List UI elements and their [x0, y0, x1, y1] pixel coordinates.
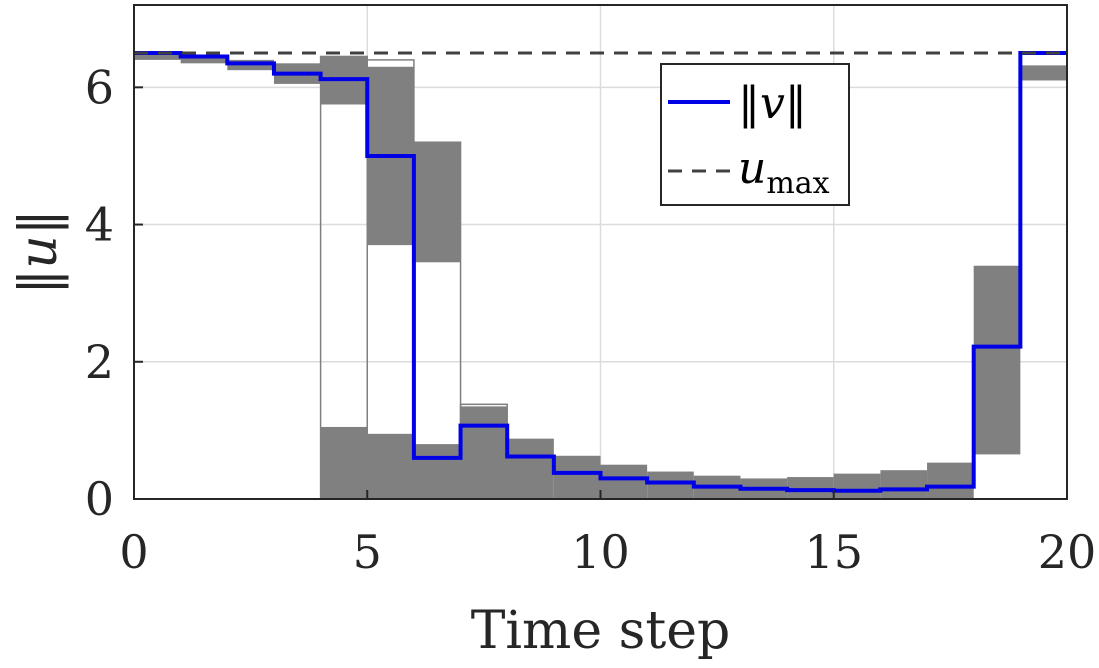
sample-band: [553, 455, 601, 499]
sample-band-upper: [413, 142, 461, 263]
sample-band: [320, 426, 368, 499]
x-tick-label: 5: [353, 525, 382, 579]
series-layer: [134, 51, 1067, 493]
legend-label-v: ‖v‖: [738, 78, 807, 129]
y-tick-label: 6: [85, 60, 114, 114]
y-tick-label: 2: [85, 335, 114, 389]
sample-band: [647, 471, 694, 499]
x-tick-label: 20: [1038, 525, 1097, 579]
sample-band: [927, 462, 974, 499]
sample-band: [787, 477, 834, 499]
legend-label-umax-main: u: [738, 143, 766, 194]
x-tick-label: 10: [571, 525, 630, 579]
series-v-line: [134, 51, 1067, 493]
legend-label-umax: umax: [738, 143, 830, 201]
sample-band: [880, 470, 928, 499]
x-axis-label: Time step: [471, 601, 731, 661]
sample-band: [833, 473, 881, 499]
sample-band: [134, 53, 181, 60]
legend-box: [660, 63, 850, 206]
x-tick-label: 15: [804, 525, 863, 579]
legend: ‖v‖ umax: [660, 63, 850, 206]
ticks-layer: 0 5 10 15 20 0 2 4 6: [85, 60, 1097, 579]
sample-band: [1020, 65, 1067, 81]
sample-band: [973, 265, 1021, 455]
sample-band: [180, 56, 228, 64]
sample-band-upper: [460, 406, 508, 499]
legend-label-umax-sub: max: [766, 166, 829, 201]
y-tick-label: 0: [85, 472, 114, 526]
y-tick-label: 4: [85, 198, 114, 252]
sample-band: [413, 444, 461, 499]
sample-band: [600, 464, 648, 499]
sample-band: [507, 438, 554, 499]
y-axis-label: ‖u‖: [9, 209, 69, 295]
x-tick-label: 0: [119, 525, 148, 579]
sample-band: [367, 433, 414, 499]
